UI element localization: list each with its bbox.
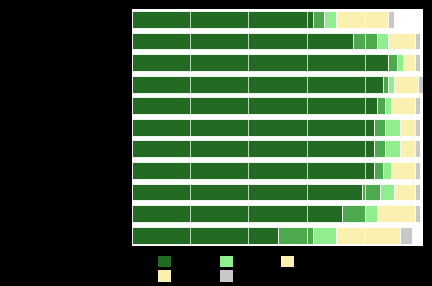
Bar	[380, 184, 394, 200]
Bar	[132, 162, 374, 179]
Bar	[400, 140, 415, 157]
Bar	[342, 205, 365, 222]
Bar	[385, 140, 400, 157]
Bar	[324, 11, 336, 28]
Bar	[336, 11, 388, 28]
Bar	[415, 162, 420, 179]
Bar	[365, 205, 377, 222]
Bar	[313, 227, 336, 244]
Bar	[374, 140, 385, 157]
Bar	[388, 33, 415, 49]
Bar	[132, 11, 313, 28]
Bar	[403, 54, 415, 71]
Bar	[394, 184, 415, 200]
Bar	[385, 97, 391, 114]
Bar	[132, 54, 388, 71]
Bar	[415, 184, 420, 200]
Bar	[415, 140, 420, 157]
Bar	[417, 76, 423, 93]
Bar	[132, 97, 377, 114]
Bar	[388, 76, 394, 93]
Bar	[388, 54, 397, 71]
Bar	[415, 54, 420, 71]
Bar	[132, 33, 353, 49]
Bar	[374, 119, 385, 136]
Bar	[132, 227, 277, 244]
Bar	[415, 33, 420, 49]
Bar	[132, 140, 374, 157]
Bar	[132, 119, 374, 136]
Bar	[391, 97, 415, 114]
Bar	[415, 205, 420, 222]
Bar	[415, 97, 420, 114]
Bar	[377, 33, 388, 49]
Bar	[397, 54, 403, 71]
Bar	[353, 33, 377, 49]
Bar	[313, 11, 324, 28]
Bar	[400, 119, 415, 136]
Bar	[383, 76, 388, 93]
Bar	[391, 162, 415, 179]
Bar	[394, 76, 417, 93]
Bar	[336, 227, 400, 244]
Bar	[415, 119, 420, 136]
Bar	[132, 184, 362, 200]
Bar	[374, 162, 383, 179]
Bar	[277, 227, 313, 244]
Bar	[385, 119, 400, 136]
Bar	[362, 184, 380, 200]
Bar	[388, 11, 394, 28]
Bar	[132, 205, 342, 222]
Bar	[132, 76, 383, 93]
Bar	[383, 162, 391, 179]
Bar	[400, 227, 412, 244]
Bar	[377, 205, 415, 222]
Bar	[377, 97, 385, 114]
